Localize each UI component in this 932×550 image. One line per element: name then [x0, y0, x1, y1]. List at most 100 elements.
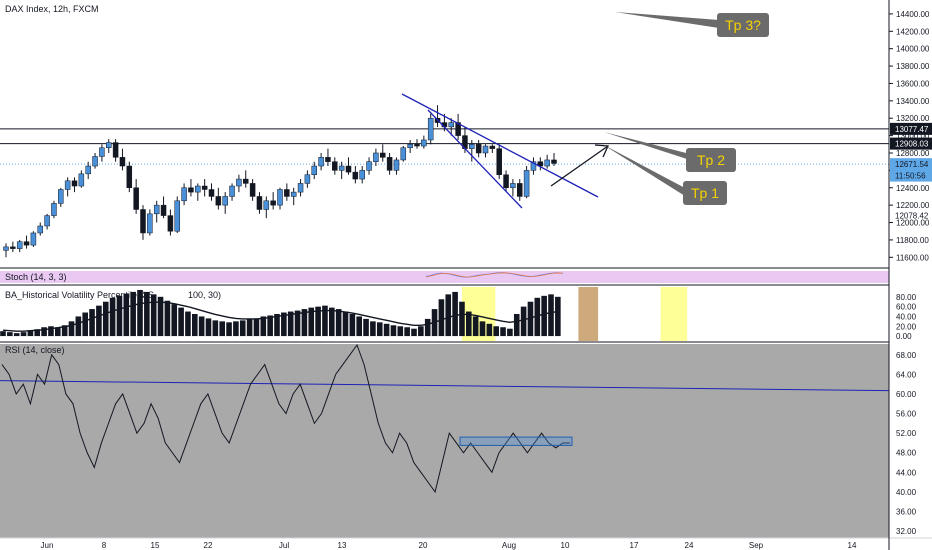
candle-body	[37, 225, 43, 234]
candle-body	[297, 183, 304, 193]
candle-body	[496, 148, 502, 175]
volatility-bar	[301, 309, 308, 337]
volatility-bar	[438, 299, 445, 337]
candle-body	[99, 147, 105, 157]
price-tag-label: 11:50:56	[895, 172, 926, 181]
volatility-tick-label: 80.00	[896, 293, 917, 302]
price-tick-label: 12200.00	[896, 201, 930, 210]
volatility-bar	[404, 327, 410, 337]
candle-body	[277, 189, 283, 206]
volatility-bar	[274, 313, 280, 337]
tp-bubble	[683, 181, 727, 205]
volatility-bar	[294, 310, 301, 337]
price-tick-label: 13400.00	[896, 97, 930, 106]
volatility-tick-label: 20.00	[896, 322, 917, 331]
volatility-bar	[555, 296, 561, 337]
candle-body	[544, 159, 550, 167]
time-axis[interactable]: Jun 8 15 22 Jul 13 20 Aug 10 17 24 Sep 14	[41, 541, 857, 550]
candlesticks[interactable]	[3, 105, 557, 258]
volatility-bar	[356, 316, 362, 337]
time-tick-label: 15	[151, 541, 160, 550]
volatility-bar	[445, 294, 452, 337]
volatility-bar	[27, 330, 34, 337]
candle-body	[290, 191, 297, 197]
candle-body	[523, 170, 530, 197]
price-tick-label: 11600.00	[896, 253, 929, 262]
rsi-tick-label: 40.00	[896, 488, 917, 497]
candle-body	[133, 187, 139, 210]
trend-lines	[401, 93, 609, 209]
volatility-bar	[281, 312, 287, 337]
volatility-bar	[185, 311, 191, 337]
volatility-bar	[246, 319, 253, 337]
volatility-bar	[75, 316, 82, 337]
volatility-tick-label: 40.00	[896, 312, 917, 321]
candle-body	[304, 174, 311, 184]
volatility-bar	[212, 320, 219, 337]
volatility-bar	[61, 325, 68, 337]
price-tick-label: 13200.00	[896, 114, 930, 123]
volatility-bar	[123, 293, 130, 337]
price-tag	[890, 122, 932, 135]
candle-body	[338, 165, 345, 171]
rsi-line	[0, 343, 890, 494]
candle-body	[126, 165, 133, 189]
volatility-bar	[48, 326, 54, 337]
volatility-highlight-band	[578, 287, 599, 341]
candle-body	[160, 204, 167, 216]
time-tick-label: 22	[204, 541, 213, 550]
volatility-bar	[349, 313, 356, 337]
price-axis[interactable]: 11600.00 11800.00 12000.00 12200.00 12400.00…	[889, 10, 932, 536]
candle-body	[249, 183, 256, 197]
candle-body	[188, 187, 194, 193]
time-tick-label: 14	[848, 541, 857, 550]
candle-body	[414, 144, 420, 147]
volatility-bar	[233, 321, 239, 337]
candle-body	[517, 183, 523, 197]
volatility-bar	[192, 313, 198, 337]
volatility-bar	[253, 318, 260, 337]
volatility-bar	[479, 321, 486, 337]
candle-body	[510, 183, 516, 189]
candle-body	[421, 139, 427, 147]
candle-body	[147, 213, 153, 234]
time-tick-label: 10	[561, 541, 570, 550]
candle-body	[380, 152, 386, 158]
volatility-bar	[96, 305, 102, 337]
candle-body	[78, 173, 85, 187]
volatility-bar	[198, 316, 205, 337]
price-tick-label: 14000.00	[896, 45, 930, 54]
price-tag-label: 12078.42	[895, 212, 929, 221]
volatility-bar	[370, 321, 376, 337]
candle-body	[64, 180, 71, 190]
candle-body	[352, 171, 359, 180]
tp-annotations[interactable]: Tp 1 Tp 2 Tp 3?	[602, 12, 769, 205]
volatility-bar	[534, 297, 541, 337]
candle-body	[106, 142, 112, 149]
candle-body	[263, 200, 270, 210]
rsi-tick-label: 48.00	[896, 449, 917, 458]
volatility-bar	[0, 331, 6, 337]
tp-bubble	[717, 13, 769, 37]
time-tick-label: 13	[338, 541, 347, 550]
candle-body	[427, 117, 434, 141]
volatility-bar	[130, 291, 136, 337]
volatility-bar	[424, 318, 431, 337]
candle-body	[475, 144, 482, 154]
stoch-title: Stoch (14, 3, 3)	[5, 272, 67, 282]
horizontal-levels	[0, 128, 889, 165]
time-tick-label: 8	[102, 541, 107, 550]
candle-body	[174, 200, 180, 232]
tp-pointer	[602, 144, 685, 196]
candle-body	[243, 178, 249, 184]
volatility-bar	[150, 294, 157, 337]
volatility-bar	[68, 321, 75, 337]
candle-body	[407, 144, 413, 149]
volatility-highlight-band	[660, 287, 688, 341]
volatility-bar	[171, 304, 178, 337]
tp-label: Tp 2	[697, 152, 725, 168]
volatility-bars	[0, 289, 561, 337]
rsi-tick-label: 52.00	[896, 429, 917, 438]
candle-body	[208, 189, 215, 197]
